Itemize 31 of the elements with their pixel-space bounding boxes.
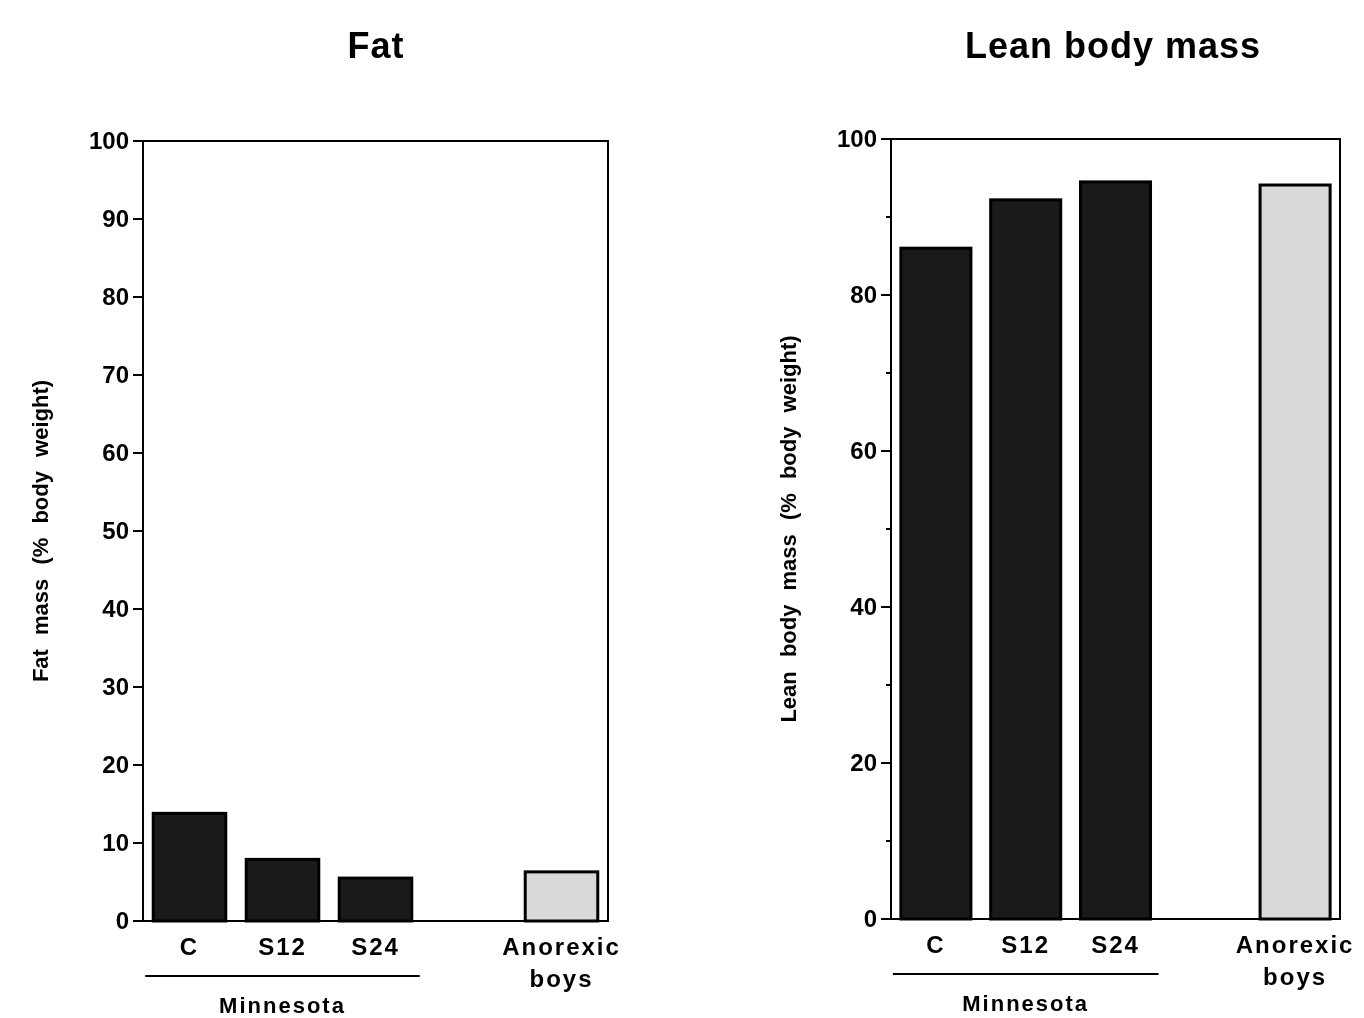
y-tick-label: 80 [102, 283, 129, 311]
y-tick-label: 40 [850, 593, 877, 621]
y-tick-label: 0 [863, 905, 877, 933]
y-tick-label: 60 [850, 437, 877, 465]
text: Minnesota [219, 993, 346, 1018]
x-tick-label: S12 [258, 933, 307, 960]
y-tick-label: 50 [102, 517, 129, 545]
y-tick-label: 60 [102, 439, 129, 467]
y-tick-label: 100 [88, 127, 129, 155]
y-axis-title: Lean body mass (% body weight) [776, 335, 801, 723]
y-tick-label: 10 [102, 829, 129, 857]
x-tick-label: C [926, 931, 946, 958]
y-tick-label: 30 [102, 673, 129, 701]
text: Minnesota [962, 991, 1090, 1016]
x-tick-label: S24 [1091, 931, 1140, 958]
chart-title: Fat [347, 25, 405, 66]
x-tick-label: C [179, 933, 200, 960]
x-tick-label: S12 [1001, 931, 1051, 958]
y-axis-title: Fat mass (% body weight) [28, 379, 53, 683]
y-tick-label: 40 [102, 595, 129, 623]
y-tick-label: 70 [102, 361, 129, 389]
y-tick-label: 80 [850, 281, 877, 309]
chart-title: Lean body mass [964, 25, 1262, 66]
y-tick-label: 0 [115, 907, 129, 935]
x-tick-label: Anorexic boys [502, 933, 621, 992]
x-tick-label: Anorexic boys [1235, 931, 1355, 990]
x-tick-label: S24 [351, 933, 400, 960]
y-tick-label: 20 [102, 751, 129, 779]
y-tick-label: 90 [102, 205, 129, 233]
y-tick-label: 20 [850, 749, 877, 777]
y-tick-label: 100 [836, 125, 877, 153]
